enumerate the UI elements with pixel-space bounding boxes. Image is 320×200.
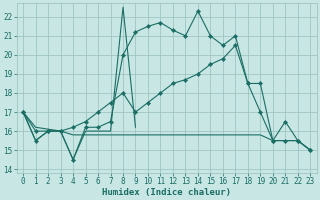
X-axis label: Humidex (Indice chaleur): Humidex (Indice chaleur) xyxy=(102,188,231,197)
